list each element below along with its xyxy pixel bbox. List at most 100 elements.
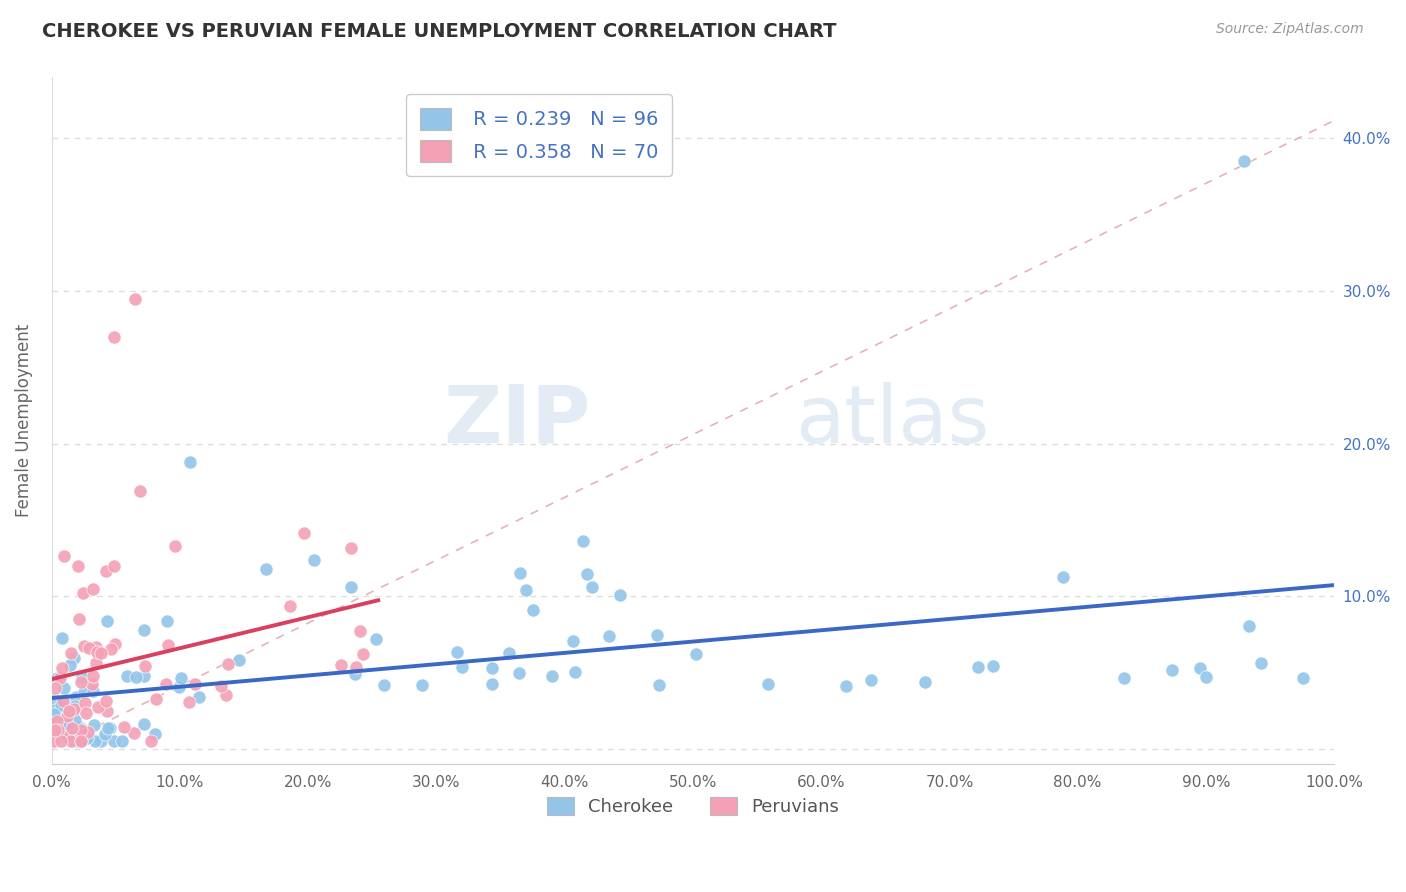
Point bbox=[100, 642, 122, 657]
Point bbox=[97, 721, 120, 735]
Text: Source: ZipAtlas.com: Source: ZipAtlas.com bbox=[1216, 22, 1364, 37]
Point bbox=[65, 698, 87, 713]
Point bbox=[86, 656, 108, 670]
Point bbox=[44, 681, 66, 696]
Point bbox=[73, 684, 96, 698]
Point bbox=[49, 698, 72, 712]
Point bbox=[167, 680, 190, 694]
Point bbox=[1194, 670, 1216, 684]
Point bbox=[581, 580, 603, 594]
Point bbox=[278, 599, 301, 614]
Point bbox=[59, 725, 82, 739]
Point bbox=[481, 661, 503, 675]
Point bbox=[141, 734, 163, 748]
Point bbox=[562, 634, 585, 648]
Point bbox=[155, 677, 177, 691]
Point bbox=[103, 330, 125, 344]
Point bbox=[44, 713, 66, 727]
Point bbox=[609, 588, 631, 602]
Point bbox=[63, 651, 86, 665]
Point bbox=[67, 721, 90, 735]
Point bbox=[66, 558, 89, 573]
Point bbox=[125, 669, 148, 683]
Point bbox=[209, 679, 232, 693]
Point bbox=[163, 539, 186, 553]
Point bbox=[46, 671, 69, 685]
Point bbox=[340, 541, 363, 555]
Point bbox=[44, 716, 66, 731]
Point bbox=[90, 734, 112, 748]
Point bbox=[217, 657, 239, 671]
Point bbox=[70, 734, 93, 748]
Point bbox=[66, 726, 89, 740]
Point bbox=[53, 681, 76, 695]
Point bbox=[55, 729, 77, 743]
Point bbox=[508, 665, 530, 680]
Point bbox=[498, 646, 520, 660]
Point bbox=[59, 646, 82, 660]
Point bbox=[645, 628, 668, 642]
Point bbox=[179, 455, 201, 469]
Point bbox=[157, 638, 180, 652]
Point bbox=[1052, 570, 1074, 584]
Point bbox=[84, 640, 107, 654]
Point bbox=[76, 724, 98, 739]
Point bbox=[349, 624, 371, 639]
Point bbox=[1233, 154, 1256, 169]
Point bbox=[187, 690, 209, 704]
Point bbox=[481, 676, 503, 690]
Point bbox=[96, 694, 118, 708]
Point bbox=[44, 723, 66, 738]
Point bbox=[598, 630, 620, 644]
Point bbox=[69, 734, 91, 748]
Point bbox=[75, 696, 97, 710]
Point bbox=[55, 719, 77, 733]
Point bbox=[156, 614, 179, 628]
Point bbox=[352, 648, 374, 662]
Point bbox=[49, 734, 72, 748]
Point bbox=[52, 549, 75, 563]
Point bbox=[51, 631, 73, 645]
Point bbox=[44, 693, 66, 707]
Point bbox=[411, 678, 433, 692]
Point bbox=[52, 694, 75, 708]
Point bbox=[98, 721, 121, 735]
Point bbox=[1291, 672, 1313, 686]
Point bbox=[94, 727, 117, 741]
Point bbox=[65, 690, 87, 704]
Point bbox=[143, 727, 166, 741]
Point bbox=[122, 726, 145, 740]
Point bbox=[72, 670, 94, 684]
Point bbox=[647, 678, 669, 692]
Point bbox=[115, 669, 138, 683]
Point bbox=[75, 706, 97, 720]
Point bbox=[58, 704, 80, 718]
Point bbox=[63, 714, 86, 728]
Point bbox=[77, 640, 100, 655]
Point bbox=[63, 702, 86, 716]
Point bbox=[1237, 619, 1260, 633]
Point bbox=[1250, 656, 1272, 670]
Point bbox=[685, 647, 707, 661]
Point bbox=[82, 582, 104, 596]
Point bbox=[86, 699, 108, 714]
Point bbox=[49, 671, 72, 685]
Point bbox=[52, 714, 75, 728]
Point bbox=[86, 645, 108, 659]
Point bbox=[292, 526, 315, 541]
Point bbox=[330, 658, 353, 673]
Point bbox=[134, 659, 156, 673]
Point bbox=[59, 694, 82, 708]
Point bbox=[67, 720, 90, 734]
Point bbox=[540, 669, 562, 683]
Point bbox=[58, 658, 80, 673]
Point bbox=[1160, 663, 1182, 677]
Text: ZIP: ZIP bbox=[443, 382, 591, 459]
Point bbox=[67, 613, 90, 627]
Point bbox=[56, 708, 79, 723]
Point bbox=[66, 734, 89, 748]
Point bbox=[69, 723, 91, 738]
Point bbox=[58, 728, 80, 742]
Point bbox=[63, 734, 86, 748]
Legend: Cherokee, Peruvians: Cherokee, Peruvians bbox=[540, 789, 846, 823]
